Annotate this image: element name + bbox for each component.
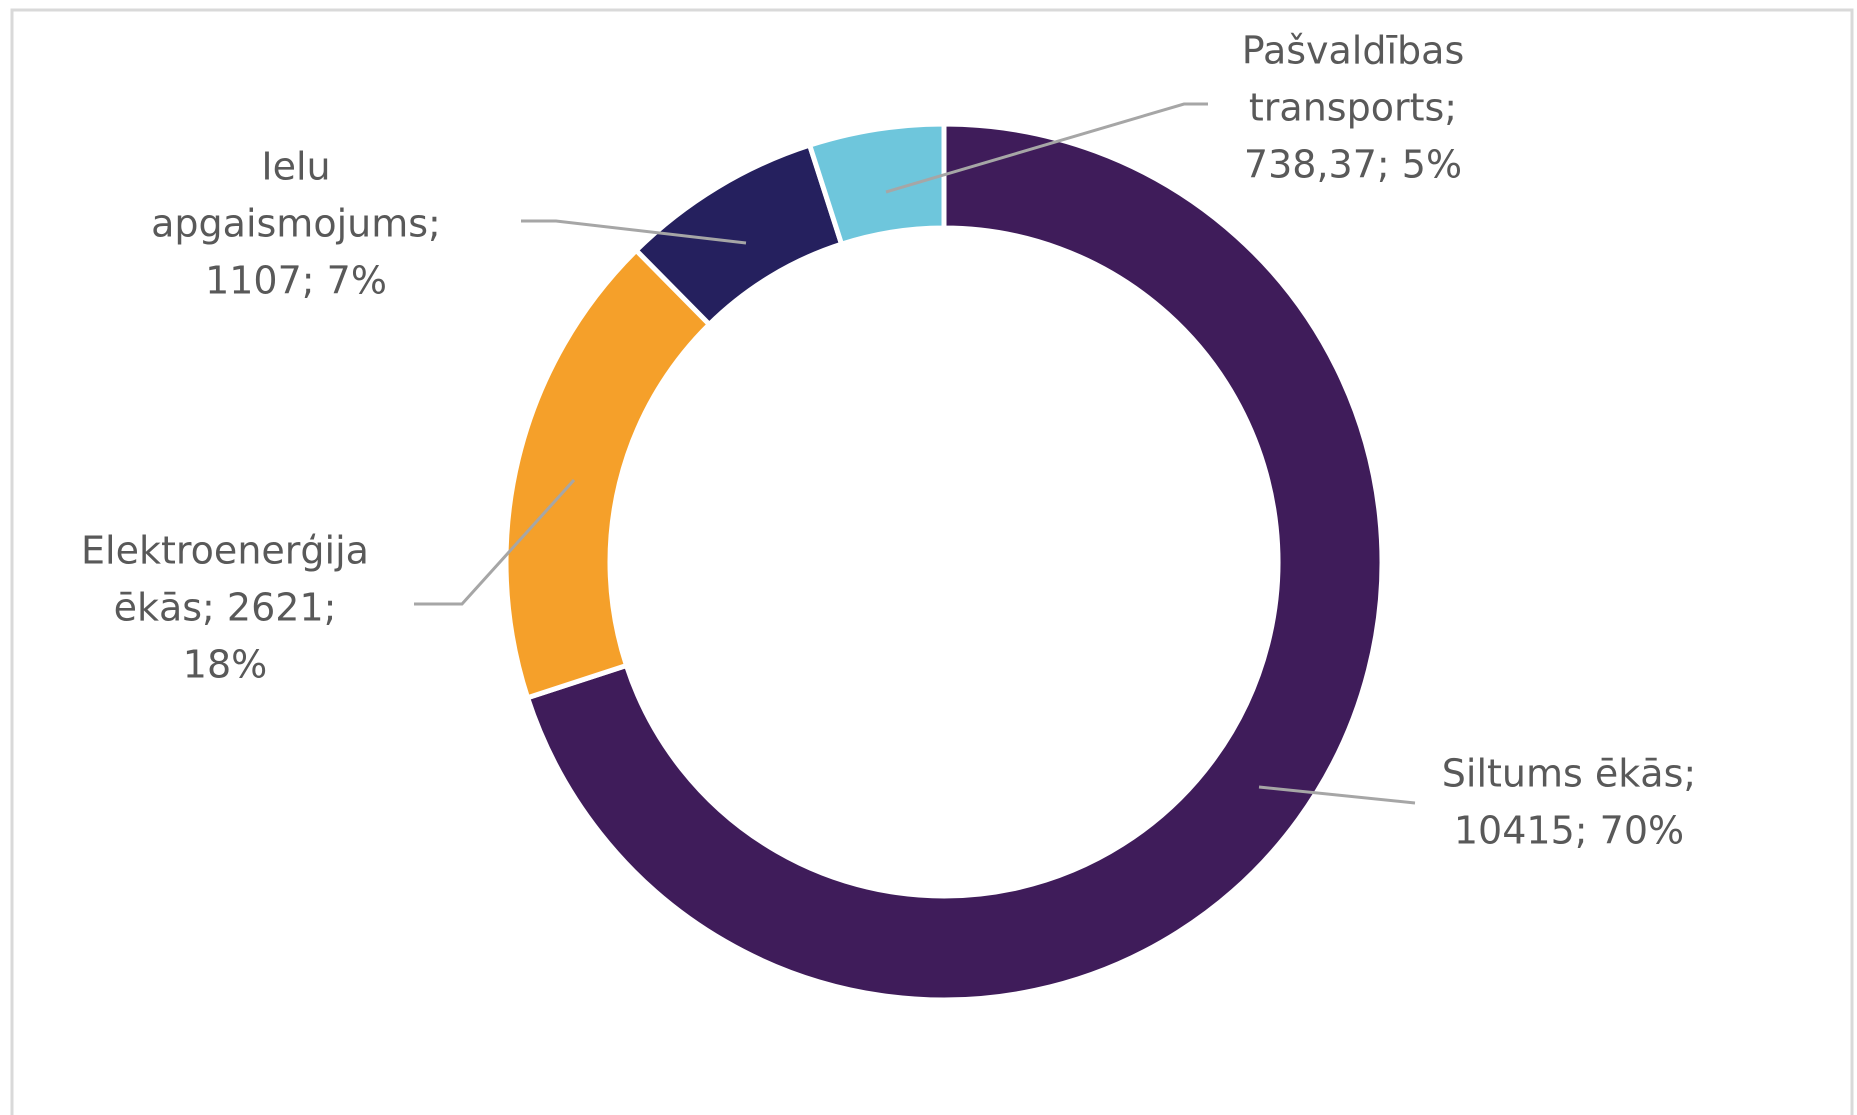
data-label: apgaismojums; [151,202,441,246]
data-label: 1107; 7% [205,259,387,303]
data-label: Elektroenerģija [81,529,369,573]
data-label: transports; [1249,86,1457,130]
data-label: ēkās; 2621; [114,586,337,630]
data-label: 738,37; 5% [1244,143,1462,187]
data-label: Ielu [261,145,330,189]
leader-line [414,478,576,606]
leader-line [1258,785,1416,805]
data-label: Pašvaldības [1242,29,1465,73]
data-label: 10415; 70% [1454,809,1684,853]
data-label: Siltums ēkās; [1442,752,1696,796]
data-label: 18% [183,643,267,687]
donut-slice [524,121,1385,1003]
leader-line [885,102,1208,194]
leader-line [521,219,747,245]
